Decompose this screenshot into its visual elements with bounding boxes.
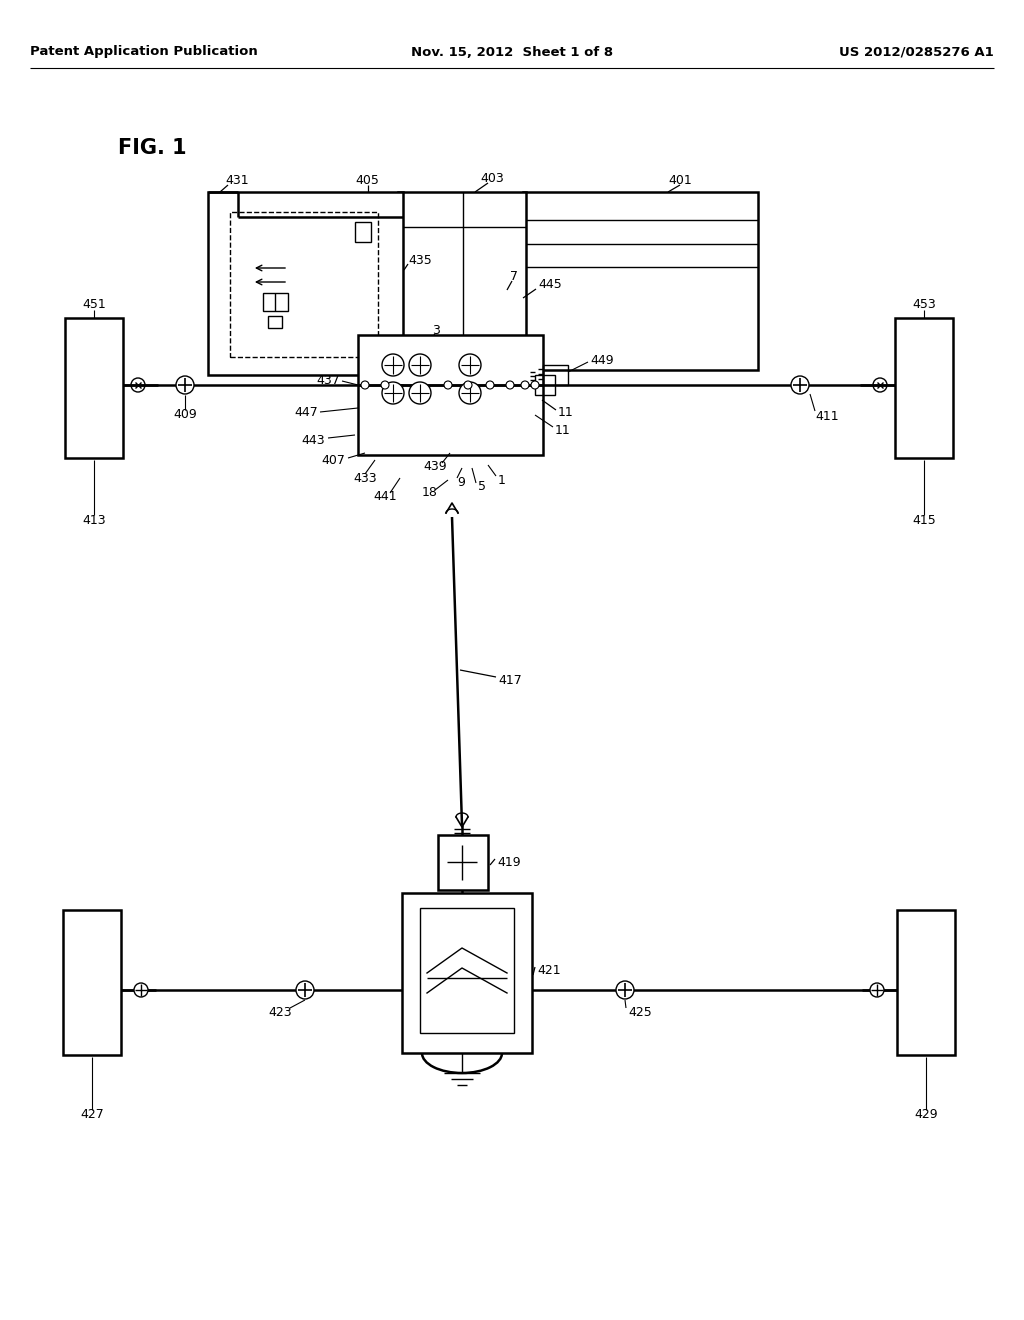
Bar	[230, 213, 378, 356]
Bar	[268, 315, 282, 327]
Bar	[358, 335, 543, 455]
Text: US 2012/0285276 A1: US 2012/0285276 A1	[840, 45, 994, 58]
Text: 427: 427	[80, 1109, 103, 1122]
Text: 439: 439	[423, 461, 446, 474]
Text: 433: 433	[353, 471, 377, 484]
Circle shape	[409, 354, 431, 376]
Circle shape	[361, 381, 369, 389]
Text: 409: 409	[173, 408, 197, 421]
Circle shape	[506, 381, 514, 389]
Bar	[263, 293, 288, 312]
Text: 11: 11	[555, 424, 570, 437]
Text: 449: 449	[590, 354, 613, 367]
Text: 7: 7	[510, 271, 518, 284]
Text: 9: 9	[457, 475, 465, 488]
Text: 429: 429	[914, 1109, 938, 1122]
Text: 451: 451	[82, 298, 105, 312]
Text: 425: 425	[628, 1006, 651, 1019]
Text: 447: 447	[294, 407, 318, 420]
Circle shape	[409, 381, 431, 404]
Text: 423: 423	[268, 1006, 292, 1019]
Text: 1: 1	[498, 474, 506, 487]
Circle shape	[464, 381, 472, 389]
Text: 401: 401	[668, 173, 692, 186]
Bar	[543, 366, 568, 385]
Text: 417: 417	[498, 673, 522, 686]
Text: 421: 421	[537, 964, 560, 977]
Text: 441: 441	[373, 491, 397, 503]
Text: 431: 431	[225, 173, 249, 186]
Bar	[895, 318, 953, 458]
Text: 403: 403	[480, 172, 504, 185]
Circle shape	[296, 981, 314, 999]
Bar	[398, 191, 526, 370]
Bar	[420, 908, 514, 1034]
Circle shape	[134, 983, 148, 997]
Bar	[63, 909, 121, 1055]
Text: Nov. 15, 2012  Sheet 1 of 8: Nov. 15, 2012 Sheet 1 of 8	[411, 45, 613, 58]
Text: 3: 3	[432, 323, 440, 337]
Text: 413: 413	[82, 513, 105, 527]
Circle shape	[791, 376, 809, 393]
Text: 435: 435	[408, 253, 432, 267]
Text: FIG. 1: FIG. 1	[118, 139, 186, 158]
Circle shape	[382, 381, 404, 404]
Text: 415: 415	[912, 513, 936, 527]
Circle shape	[444, 381, 452, 389]
Text: 453: 453	[912, 298, 936, 312]
Bar	[523, 191, 758, 370]
Circle shape	[382, 354, 404, 376]
Circle shape	[531, 381, 539, 389]
Text: 411: 411	[815, 409, 839, 422]
Circle shape	[616, 981, 634, 999]
Text: 11: 11	[558, 407, 573, 420]
Bar	[438, 836, 488, 890]
Text: 5: 5	[478, 479, 486, 492]
Text: 18: 18	[422, 487, 438, 499]
Circle shape	[521, 381, 529, 389]
Text: Patent Application Publication: Patent Application Publication	[30, 45, 258, 58]
Circle shape	[459, 354, 481, 376]
Text: 419: 419	[497, 855, 520, 869]
Circle shape	[176, 376, 194, 393]
Bar	[402, 894, 532, 1053]
Text: 437: 437	[316, 374, 340, 387]
Circle shape	[870, 983, 884, 997]
Bar	[65, 318, 123, 458]
Text: 443: 443	[301, 433, 325, 446]
Text: 405: 405	[355, 173, 379, 186]
Bar	[208, 191, 403, 375]
Circle shape	[459, 381, 481, 404]
Circle shape	[486, 381, 494, 389]
Circle shape	[381, 381, 389, 389]
Bar	[897, 909, 955, 1055]
Text: 445: 445	[538, 279, 562, 292]
Bar	[355, 222, 371, 242]
Bar	[535, 375, 555, 395]
Text: 407: 407	[322, 454, 345, 466]
